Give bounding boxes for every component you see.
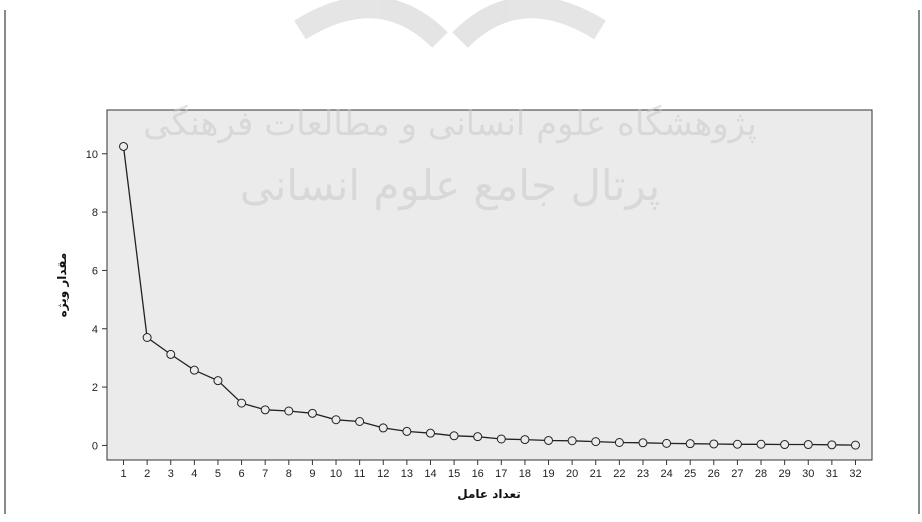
data-point — [732, 439, 742, 449]
watermark-line-1: پژوهشگاه علوم انسانی و مطالعات فرهنگی — [143, 104, 757, 144]
watermark: پژوهشگاه علوم انسانی و مطالعات فرهنگی پرت… — [143, 104, 757, 211]
x-tick-label: 24 — [660, 468, 672, 480]
y-tick-label: 6 — [92, 265, 98, 277]
data-point — [473, 432, 483, 442]
x-tick-label: 11 — [354, 468, 365, 480]
y-tick-label: 8 — [92, 207, 98, 219]
y-tick-label: 2 — [92, 382, 98, 394]
data-point — [142, 333, 152, 342]
x-tick-label: 25 — [684, 468, 696, 480]
data-point — [756, 439, 766, 449]
data-point — [827, 440, 837, 450]
x-axis: 1 2 3 4 5 6 7 8 9 10 11 12 13 14 15 16 17 18 19 20 21 22 23 24 2… — [120, 460, 862, 480]
data-point — [544, 435, 554, 445]
x-tick-label: 21 — [590, 468, 602, 480]
data-point — [496, 434, 506, 444]
x-tick-label: 31 — [826, 468, 838, 480]
data-point — [520, 435, 530, 445]
x-tick-label: 22 — [613, 468, 625, 480]
x-tick-label: 4 — [191, 468, 197, 480]
data-point — [425, 428, 435, 438]
y-axis: 0 2 4 6 8 10 — [86, 149, 107, 452]
y-tick-label: 4 — [92, 324, 98, 336]
data-point — [189, 365, 199, 375]
x-tick-label: 16 — [472, 468, 484, 480]
data-point — [591, 437, 601, 447]
data-point — [567, 436, 577, 446]
data-point — [709, 439, 719, 449]
data-point — [378, 423, 388, 433]
x-tick-label: 3 — [168, 468, 174, 480]
x-tick-label: 17 — [495, 468, 507, 480]
data-point — [331, 415, 341, 425]
x-tick-label: 23 — [637, 468, 649, 480]
data-point — [355, 417, 365, 426]
x-tick-label: 13 — [401, 468, 413, 480]
x-tick-label: 27 — [731, 468, 743, 480]
x-axis-title: تعداد عامل — [457, 487, 521, 501]
data-point — [662, 438, 672, 448]
data-point — [638, 438, 648, 448]
data-point — [307, 408, 317, 418]
data-point — [685, 439, 695, 449]
data-point — [237, 398, 247, 408]
x-tick-label: 9 — [309, 468, 315, 480]
data-point — [166, 349, 176, 359]
data-point — [213, 376, 223, 386]
data-point — [402, 426, 412, 436]
x-tick-label: 7 — [262, 468, 268, 480]
watermark-logo — [294, 0, 606, 48]
y-tick-label: 10 — [86, 149, 98, 161]
x-tick-label: 6 — [239, 468, 245, 480]
watermark-line-2: پرتال جامع علوم انسانی — [240, 161, 661, 211]
x-tick-label: 10 — [330, 468, 342, 480]
x-tick-label: 28 — [755, 468, 767, 480]
x-tick-label: 14 — [424, 468, 436, 480]
x-tick-label: 1 — [120, 468, 126, 480]
data-point — [260, 405, 270, 415]
data-point — [119, 141, 129, 151]
data-point — [284, 406, 294, 416]
x-tick-label: 30 — [802, 468, 814, 480]
y-axis-title: مقدار ویژه — [55, 253, 70, 318]
plot-area — [106, 109, 873, 461]
data-point — [449, 431, 459, 441]
x-tick-label: 8 — [286, 468, 292, 480]
left-border — [4, 10, 6, 514]
x-tick-label: 20 — [566, 468, 578, 480]
right-border — [918, 10, 920, 514]
x-tick-label: 32 — [849, 468, 861, 480]
data-point — [614, 438, 624, 447]
y-tick-label: 0 — [92, 440, 98, 452]
data-point — [780, 440, 790, 450]
x-tick-label: 18 — [519, 468, 531, 480]
x-tick-label: 26 — [708, 468, 720, 480]
x-tick-label: 5 — [215, 468, 221, 480]
x-tick-label: 29 — [779, 468, 791, 480]
data-point — [850, 440, 860, 450]
data-point — [803, 440, 813, 450]
x-tick-label: 12 — [377, 468, 389, 480]
x-tick-label: 15 — [448, 468, 460, 480]
x-tick-label: 19 — [542, 468, 554, 480]
series-points — [119, 141, 860, 450]
x-tick-label: 2 — [144, 468, 150, 480]
